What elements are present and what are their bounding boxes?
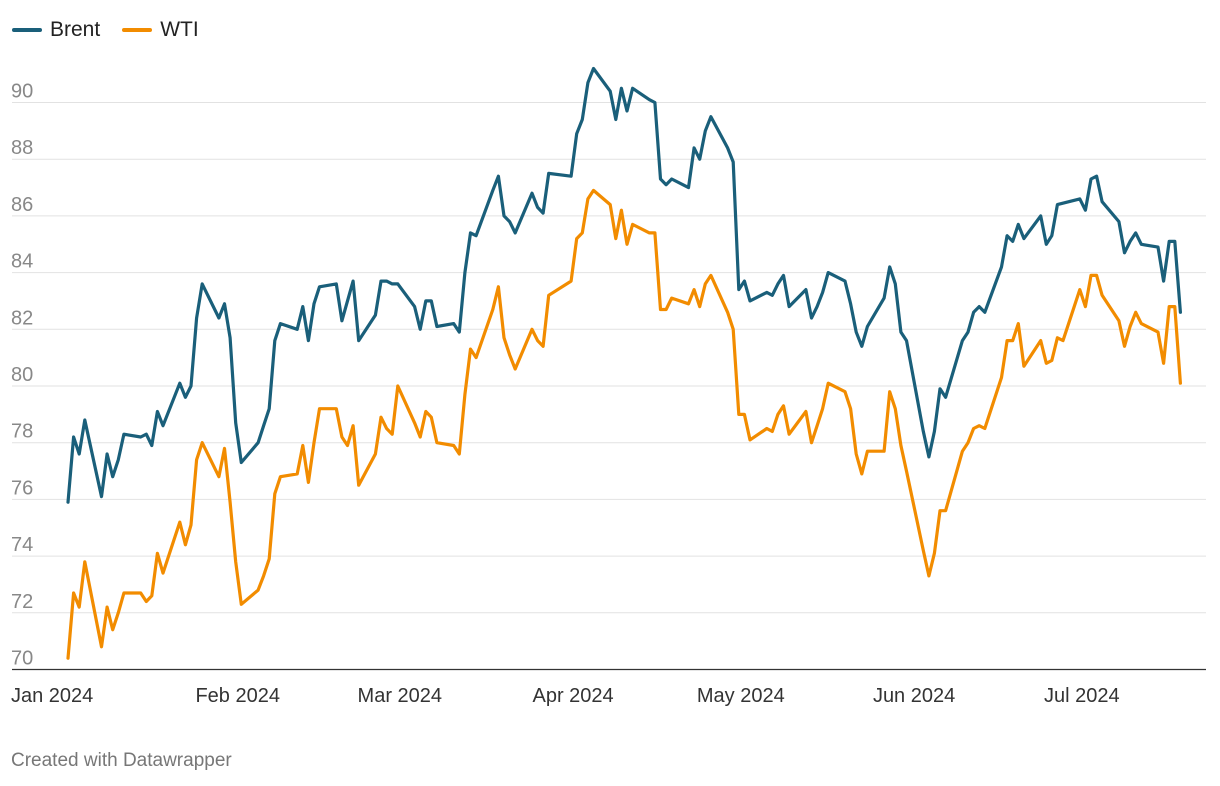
y-axis: 70 72 74 76 78 80 82 84 86 88 90 <box>11 81 33 670</box>
x-axis: Jan 2024 Feb 2024 Mar 2024 Apr 2024 May 2024… <box>11 685 1120 707</box>
y-tick-label: 72 <box>11 591 33 613</box>
y-tick-label: 76 <box>11 477 33 499</box>
series-lines <box>66 66 1182 660</box>
series-line-brent <box>66 66 1182 504</box>
x-tick-label: Mar 2024 <box>358 685 443 707</box>
y-tick-label: 90 <box>11 81 33 103</box>
legend-item-brent: Brent <box>12 18 100 42</box>
legend-swatch-wti <box>122 28 153 32</box>
x-tick-label: Apr 2024 <box>533 685 614 707</box>
y-tick-label: 74 <box>11 534 33 556</box>
legend-swatch-brent <box>12 28 42 32</box>
y-tick-label: 80 <box>11 364 33 386</box>
y-tick-label: 88 <box>11 137 33 159</box>
gridlines <box>12 102 1206 671</box>
x-tick-label: Jul 2024 <box>1044 685 1120 707</box>
legend-label-brent: Brent <box>50 18 101 41</box>
y-tick-label: 78 <box>11 421 33 443</box>
credit-text: Created with Datawrapper <box>11 750 232 771</box>
legend-item-wti: WTI <box>122 18 199 42</box>
x-tick-label: Jan 2024 <box>11 685 93 707</box>
legend-label-wti: WTI <box>160 18 199 41</box>
x-tick-label: May 2024 <box>697 685 785 707</box>
x-tick-label: Feb 2024 <box>195 685 280 707</box>
y-tick-label: 82 <box>11 307 33 329</box>
legend: Brent WTI <box>12 16 199 44</box>
y-tick-label: 86 <box>11 194 33 216</box>
series-line-wti <box>66 188 1182 660</box>
x-tick-label: Jun 2024 <box>873 685 955 707</box>
y-tick-label: 84 <box>11 251 33 273</box>
y-tick-label: 70 <box>11 648 33 670</box>
